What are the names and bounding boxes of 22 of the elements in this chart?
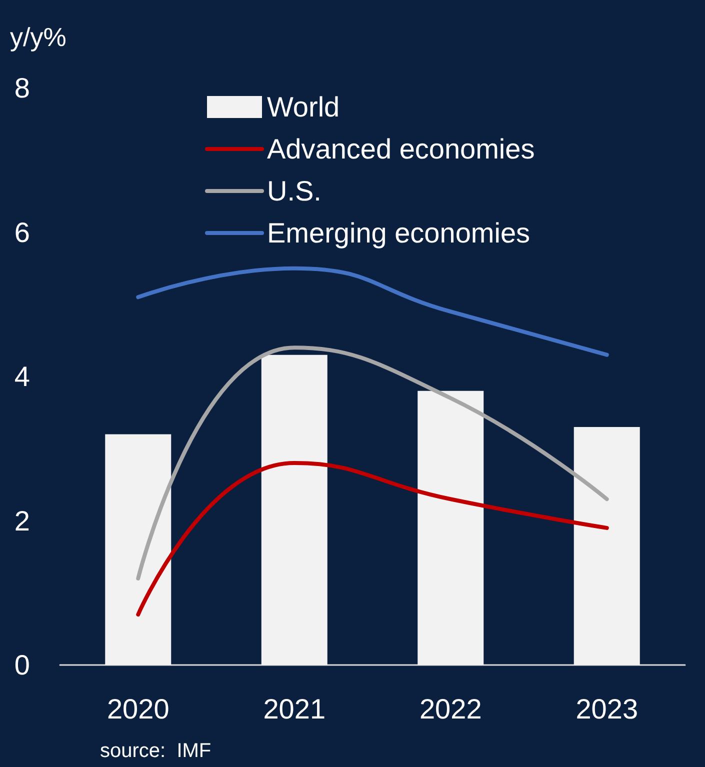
y-tick-label: 0 [14, 650, 30, 680]
legend-label: Emerging economies [267, 218, 530, 248]
line-series [136, 346, 609, 580]
line-series [136, 461, 609, 617]
y-tick-label: 8 [14, 72, 30, 104]
y-tick-label: 6 [14, 216, 30, 248]
legend-label: U.S. [267, 176, 322, 206]
x-tick-label: 2023 [576, 694, 638, 724]
legend-label: World [267, 92, 340, 122]
bar [261, 354, 328, 665]
x-tick-label: 2021 [263, 694, 326, 724]
y-tick-label: 4 [14, 361, 30, 392]
x-tick-label: 2020 [106, 694, 170, 724]
line-series [136, 266, 609, 357]
bar [418, 390, 484, 665]
source-note: source: IMF [100, 740, 212, 762]
bar [574, 426, 640, 665]
y-axis-title: y/y% [10, 22, 66, 52]
x-tick-label: 2022 [419, 694, 482, 724]
legend-label: Advanced economies [267, 134, 535, 164]
bar [105, 434, 172, 665]
y-tick-label: 2 [14, 505, 30, 536]
